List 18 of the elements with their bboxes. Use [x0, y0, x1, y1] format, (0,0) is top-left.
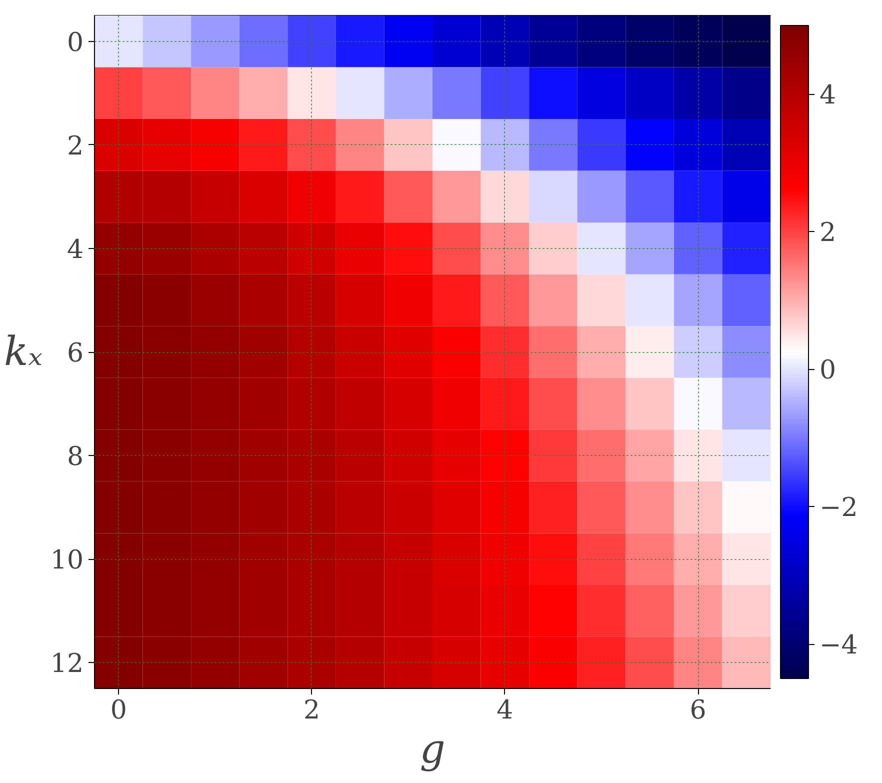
y-tick-label: 8 — [66, 442, 84, 472]
y-tick-label: 0 — [66, 28, 84, 58]
x-tick-label: 2 — [304, 696, 320, 726]
y-tick-label: 4 — [66, 234, 84, 265]
color-bar-label: 4 — [820, 80, 836, 111]
y-axis-title: kₓ — [4, 329, 42, 375]
y-tick-label: 2 — [66, 131, 84, 162]
color-bar-label: −4 — [820, 630, 858, 661]
x-axis-title: g — [420, 726, 446, 772]
x-tick-label: 4 — [496, 696, 514, 726]
x-tick-label: 6 — [690, 696, 706, 726]
y-tick-label: 12 — [50, 649, 84, 680]
color-bar-label: −2 — [820, 493, 858, 524]
x-tick-label: 0 — [110, 696, 127, 726]
color-bar-label: 0 — [820, 356, 836, 386]
y-tick-label: 10 — [50, 546, 84, 576]
y-tick-label: 6 — [66, 338, 84, 368]
color-bar-label: 2 — [820, 218, 836, 248]
